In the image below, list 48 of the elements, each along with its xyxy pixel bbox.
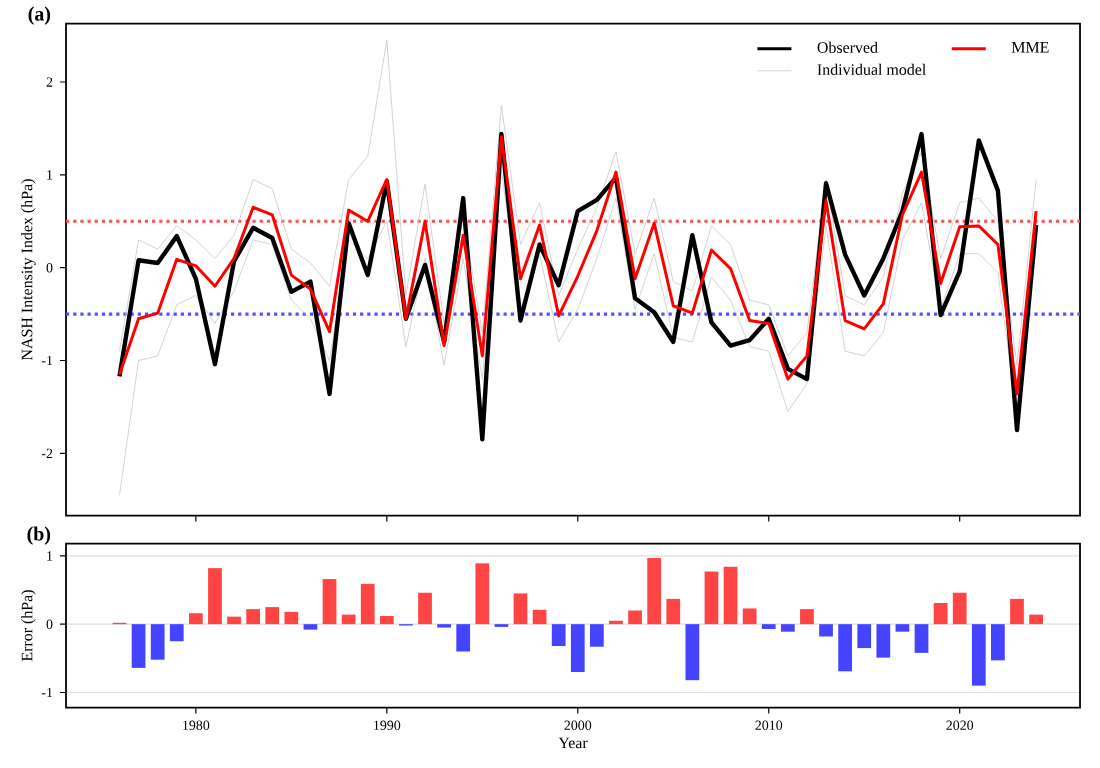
bar: [265, 607, 280, 625]
bar: [780, 624, 795, 632]
bar: [532, 610, 547, 625]
bar: [379, 616, 394, 625]
bar: [876, 624, 891, 658]
bar: [284, 612, 299, 625]
bar: [456, 624, 471, 652]
bar: [666, 599, 681, 625]
bar: [819, 624, 833, 637]
bar: [188, 613, 203, 625]
bar: [418, 592, 432, 625]
bar: [991, 624, 1005, 661]
bar: [933, 603, 948, 625]
bar: [685, 624, 700, 681]
bar: [723, 566, 738, 625]
bar: [761, 624, 776, 630]
bar: [246, 609, 261, 625]
bar: [742, 608, 757, 625]
line-series: [117, 135, 1038, 396]
bar: [952, 592, 967, 625]
bar: [647, 558, 662, 625]
bar: [971, 624, 986, 686]
bar: [1029, 614, 1043, 625]
bar: [322, 579, 337, 625]
bar: [475, 563, 490, 625]
line-series: [117, 132, 1039, 442]
bar: [131, 624, 146, 669]
bar: [360, 584, 375, 625]
bar: [800, 609, 814, 625]
bar: [914, 624, 929, 654]
bar: [227, 616, 241, 625]
bar: [150, 624, 165, 660]
chart-title: (a): [28, 6, 51, 25]
bar: [341, 614, 356, 625]
bar: [704, 571, 719, 625]
bar: [208, 568, 222, 625]
bar: [857, 624, 872, 649]
bar: [838, 624, 852, 672]
bar: [570, 624, 585, 673]
bar: [895, 624, 910, 632]
bar: [513, 593, 528, 625]
bar: [303, 624, 318, 630]
bar: [628, 610, 642, 625]
bar: [551, 624, 566, 647]
bar: [169, 624, 184, 642]
chart-title: (b): [27, 526, 51, 545]
bar: [590, 624, 604, 647]
bar: [1010, 599, 1024, 625]
